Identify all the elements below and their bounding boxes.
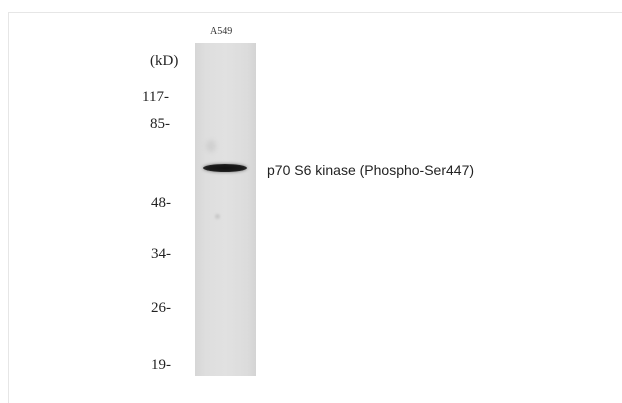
marker-48: 48- <box>151 195 171 211</box>
unit-label: (kD) <box>150 53 179 69</box>
marker-117: 117- <box>142 89 169 105</box>
blot-lane <box>195 43 256 376</box>
protein-band <box>203 164 247 172</box>
marker-34: 34- <box>151 246 171 262</box>
frame-top-border <box>8 12 622 13</box>
lane-smudge <box>206 140 216 152</box>
marker-85: 85- <box>150 116 170 132</box>
band-label: p70 S6 kinase (Phospho-Ser447) <box>267 162 475 178</box>
frame-left-border <box>8 12 9 403</box>
marker-26: 26- <box>151 300 171 316</box>
marker-19: 19- <box>151 357 171 373</box>
lane-speck <box>215 214 220 219</box>
lane-label: A549 <box>210 26 233 37</box>
